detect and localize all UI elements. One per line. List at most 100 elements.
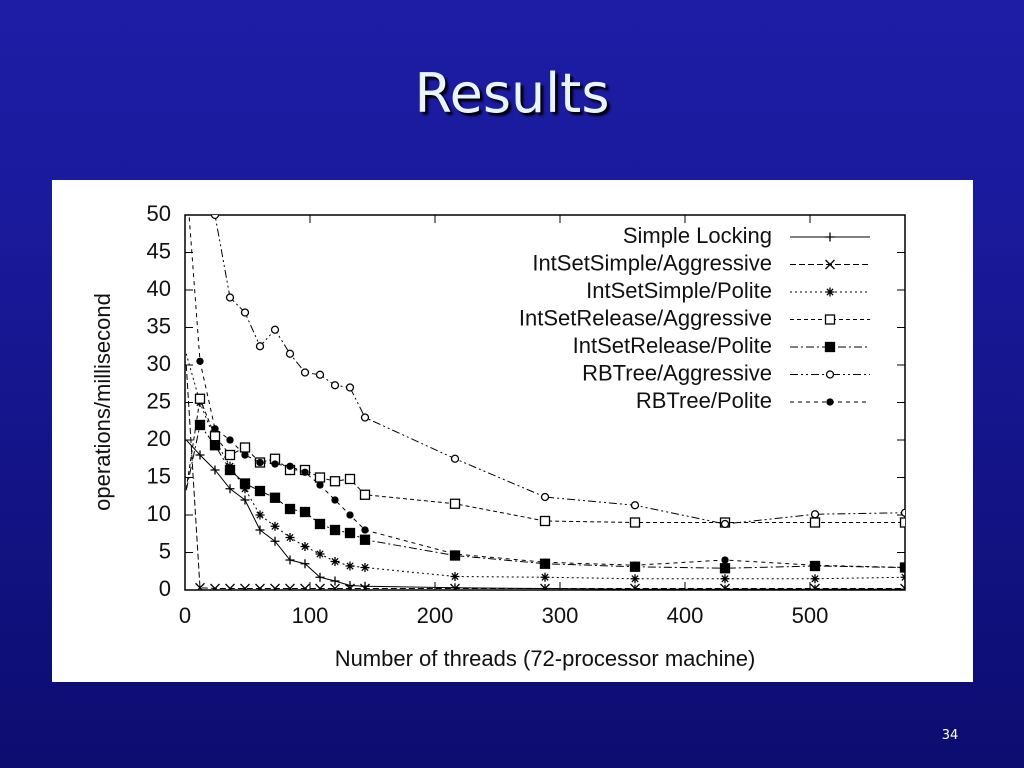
point bbox=[450, 454, 460, 463]
slide-title: Results bbox=[414, 62, 610, 125]
point bbox=[314, 518, 326, 530]
chart: Number of threads (72-processor machine)… bbox=[52, 180, 973, 682]
x-tick-label: 200 bbox=[417, 603, 454, 628]
point bbox=[315, 549, 325, 559]
point bbox=[900, 584, 905, 590]
point bbox=[286, 462, 294, 470]
point bbox=[194, 393, 206, 404]
point bbox=[809, 517, 821, 528]
point bbox=[900, 583, 905, 590]
slide-number: 34 bbox=[941, 728, 959, 743]
point bbox=[901, 563, 905, 572]
point bbox=[329, 476, 341, 487]
point bbox=[899, 517, 905, 528]
point bbox=[630, 574, 640, 584]
legend-label: IntSetRelease/Aggressive bbox=[519, 305, 772, 330]
point bbox=[451, 550, 459, 558]
y-tick-label: 25 bbox=[147, 388, 171, 413]
point bbox=[345, 383, 355, 392]
y-tick-label: 0 bbox=[159, 576, 171, 601]
point bbox=[629, 517, 641, 528]
point bbox=[315, 370, 325, 379]
y-tick-label: 45 bbox=[147, 238, 171, 263]
point bbox=[540, 572, 550, 582]
point bbox=[285, 583, 295, 590]
point bbox=[240, 484, 250, 494]
point bbox=[224, 464, 236, 476]
point bbox=[254, 485, 266, 497]
point bbox=[541, 558, 549, 566]
point bbox=[314, 472, 326, 483]
point bbox=[360, 413, 370, 422]
legend-label: RBTree/Aggressive bbox=[582, 360, 772, 385]
point bbox=[209, 440, 221, 451]
point bbox=[720, 574, 730, 584]
point bbox=[330, 583, 340, 590]
x-tick-label: 100 bbox=[292, 603, 329, 628]
point bbox=[240, 583, 250, 590]
x-tick-label: 500 bbox=[792, 603, 829, 628]
point bbox=[331, 496, 339, 504]
point bbox=[270, 583, 280, 590]
point bbox=[810, 583, 820, 590]
legend-label: IntSetSimple/Aggressive bbox=[532, 250, 772, 275]
point bbox=[270, 521, 280, 531]
point bbox=[361, 526, 369, 534]
point bbox=[224, 449, 236, 461]
legend-marker bbox=[825, 287, 835, 297]
point bbox=[211, 425, 219, 433]
point bbox=[210, 215, 220, 220]
point bbox=[271, 460, 279, 468]
point bbox=[346, 511, 354, 519]
point bbox=[360, 583, 370, 590]
point bbox=[285, 533, 295, 542]
y-tick-label: 50 bbox=[147, 201, 171, 226]
point bbox=[630, 501, 640, 510]
point bbox=[196, 357, 204, 365]
point bbox=[811, 561, 819, 569]
point bbox=[360, 563, 370, 572]
point bbox=[315, 572, 325, 582]
point bbox=[255, 583, 265, 590]
point bbox=[239, 442, 251, 453]
point bbox=[539, 515, 551, 527]
point bbox=[300, 368, 310, 377]
point bbox=[300, 583, 310, 590]
legend-marker bbox=[824, 314, 836, 325]
point bbox=[315, 583, 325, 590]
chart-background bbox=[52, 180, 973, 682]
point bbox=[344, 527, 356, 539]
point bbox=[359, 534, 371, 545]
point bbox=[810, 574, 820, 584]
point bbox=[630, 583, 640, 590]
point bbox=[344, 473, 356, 485]
x-tick-label: 300 bbox=[542, 603, 579, 628]
point bbox=[359, 489, 371, 500]
point bbox=[256, 458, 264, 467]
point bbox=[345, 561, 355, 571]
point bbox=[270, 325, 280, 334]
point bbox=[301, 468, 309, 476]
point bbox=[720, 519, 730, 529]
y-axis-label: operations/millisecond bbox=[90, 293, 115, 511]
point bbox=[255, 510, 265, 520]
x-tick-label: 400 bbox=[667, 603, 704, 628]
point bbox=[330, 557, 340, 566]
point bbox=[284, 503, 296, 515]
point bbox=[239, 478, 251, 489]
point bbox=[329, 524, 341, 536]
point bbox=[316, 481, 324, 489]
point bbox=[195, 450, 205, 460]
point bbox=[540, 583, 550, 590]
point bbox=[226, 436, 234, 444]
x-axis-label: Number of threads (72-processor machine) bbox=[335, 646, 756, 671]
point bbox=[345, 583, 355, 590]
legend-label: IntSetRelease/Polite bbox=[573, 333, 772, 358]
y-tick-label: 5 bbox=[159, 538, 171, 563]
y-tick-label: 20 bbox=[147, 426, 171, 451]
point bbox=[631, 561, 639, 569]
y-tick-label: 30 bbox=[147, 351, 171, 376]
point bbox=[299, 506, 311, 518]
point bbox=[810, 510, 820, 519]
